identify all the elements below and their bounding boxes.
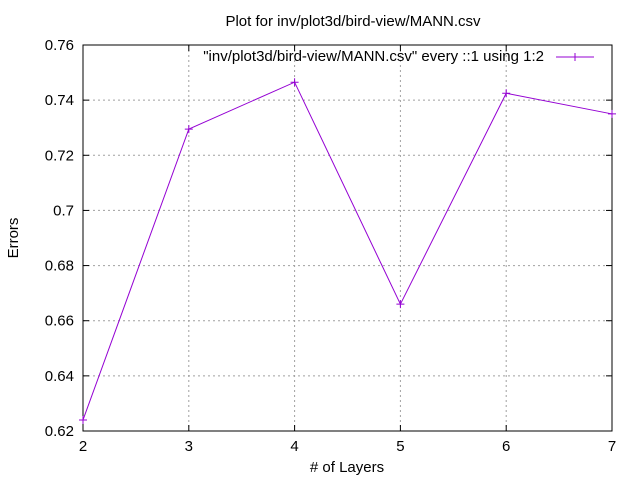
x-tick-label: 2 bbox=[79, 438, 87, 455]
x-tick-label: 7 bbox=[608, 438, 616, 455]
y-tick-label: 0.76 bbox=[45, 37, 74, 54]
y-tick-label: 0.74 bbox=[45, 92, 74, 109]
x-axis-label: # of Layers bbox=[310, 459, 384, 476]
data-point-marker bbox=[184, 125, 193, 134]
data-point-marker bbox=[502, 89, 511, 98]
grid-lines bbox=[83, 45, 612, 431]
y-tick-label: 0.64 bbox=[45, 368, 74, 385]
y-axis-label: Errors bbox=[5, 218, 22, 259]
data-point-marker bbox=[396, 300, 405, 309]
legend-plus-marker bbox=[571, 53, 579, 61]
data-point-marker bbox=[290, 78, 299, 87]
legend-label: "inv/plot3d/bird-view/MANN.csv" every ::… bbox=[203, 48, 544, 65]
series-line bbox=[82, 81, 613, 421]
plot-frame bbox=[82, 44, 613, 432]
chart-title: Plot for inv/plot3d/bird-view/MANN.csv bbox=[225, 13, 481, 30]
data-point-marker bbox=[79, 415, 87, 424]
legend: "inv/plot3d/bird-view/MANN.csv" every ::… bbox=[203, 48, 594, 65]
y-tick-label: 0.7 bbox=[53, 202, 74, 219]
x-tick-label: 5 bbox=[396, 438, 404, 455]
x-tick-label: 4 bbox=[290, 438, 298, 455]
data-point-marker bbox=[608, 109, 616, 118]
y-tick-label: 0.68 bbox=[45, 258, 74, 275]
axis-ticks: 2 3 4 5 6 7 0.62 0.64 0.66 0.68 0.7 0.72 0.74 0.76 bbox=[45, 37, 616, 455]
y-tick-label: 0.72 bbox=[45, 147, 74, 164]
y-tick-label: 0.62 bbox=[45, 423, 74, 440]
x-tick-label: 3 bbox=[185, 438, 193, 455]
y-tick-label: 0.66 bbox=[45, 313, 74, 330]
legend-marker bbox=[571, 53, 579, 61]
series-group bbox=[79, 78, 616, 424]
x-tick-label: 6 bbox=[502, 438, 510, 455]
